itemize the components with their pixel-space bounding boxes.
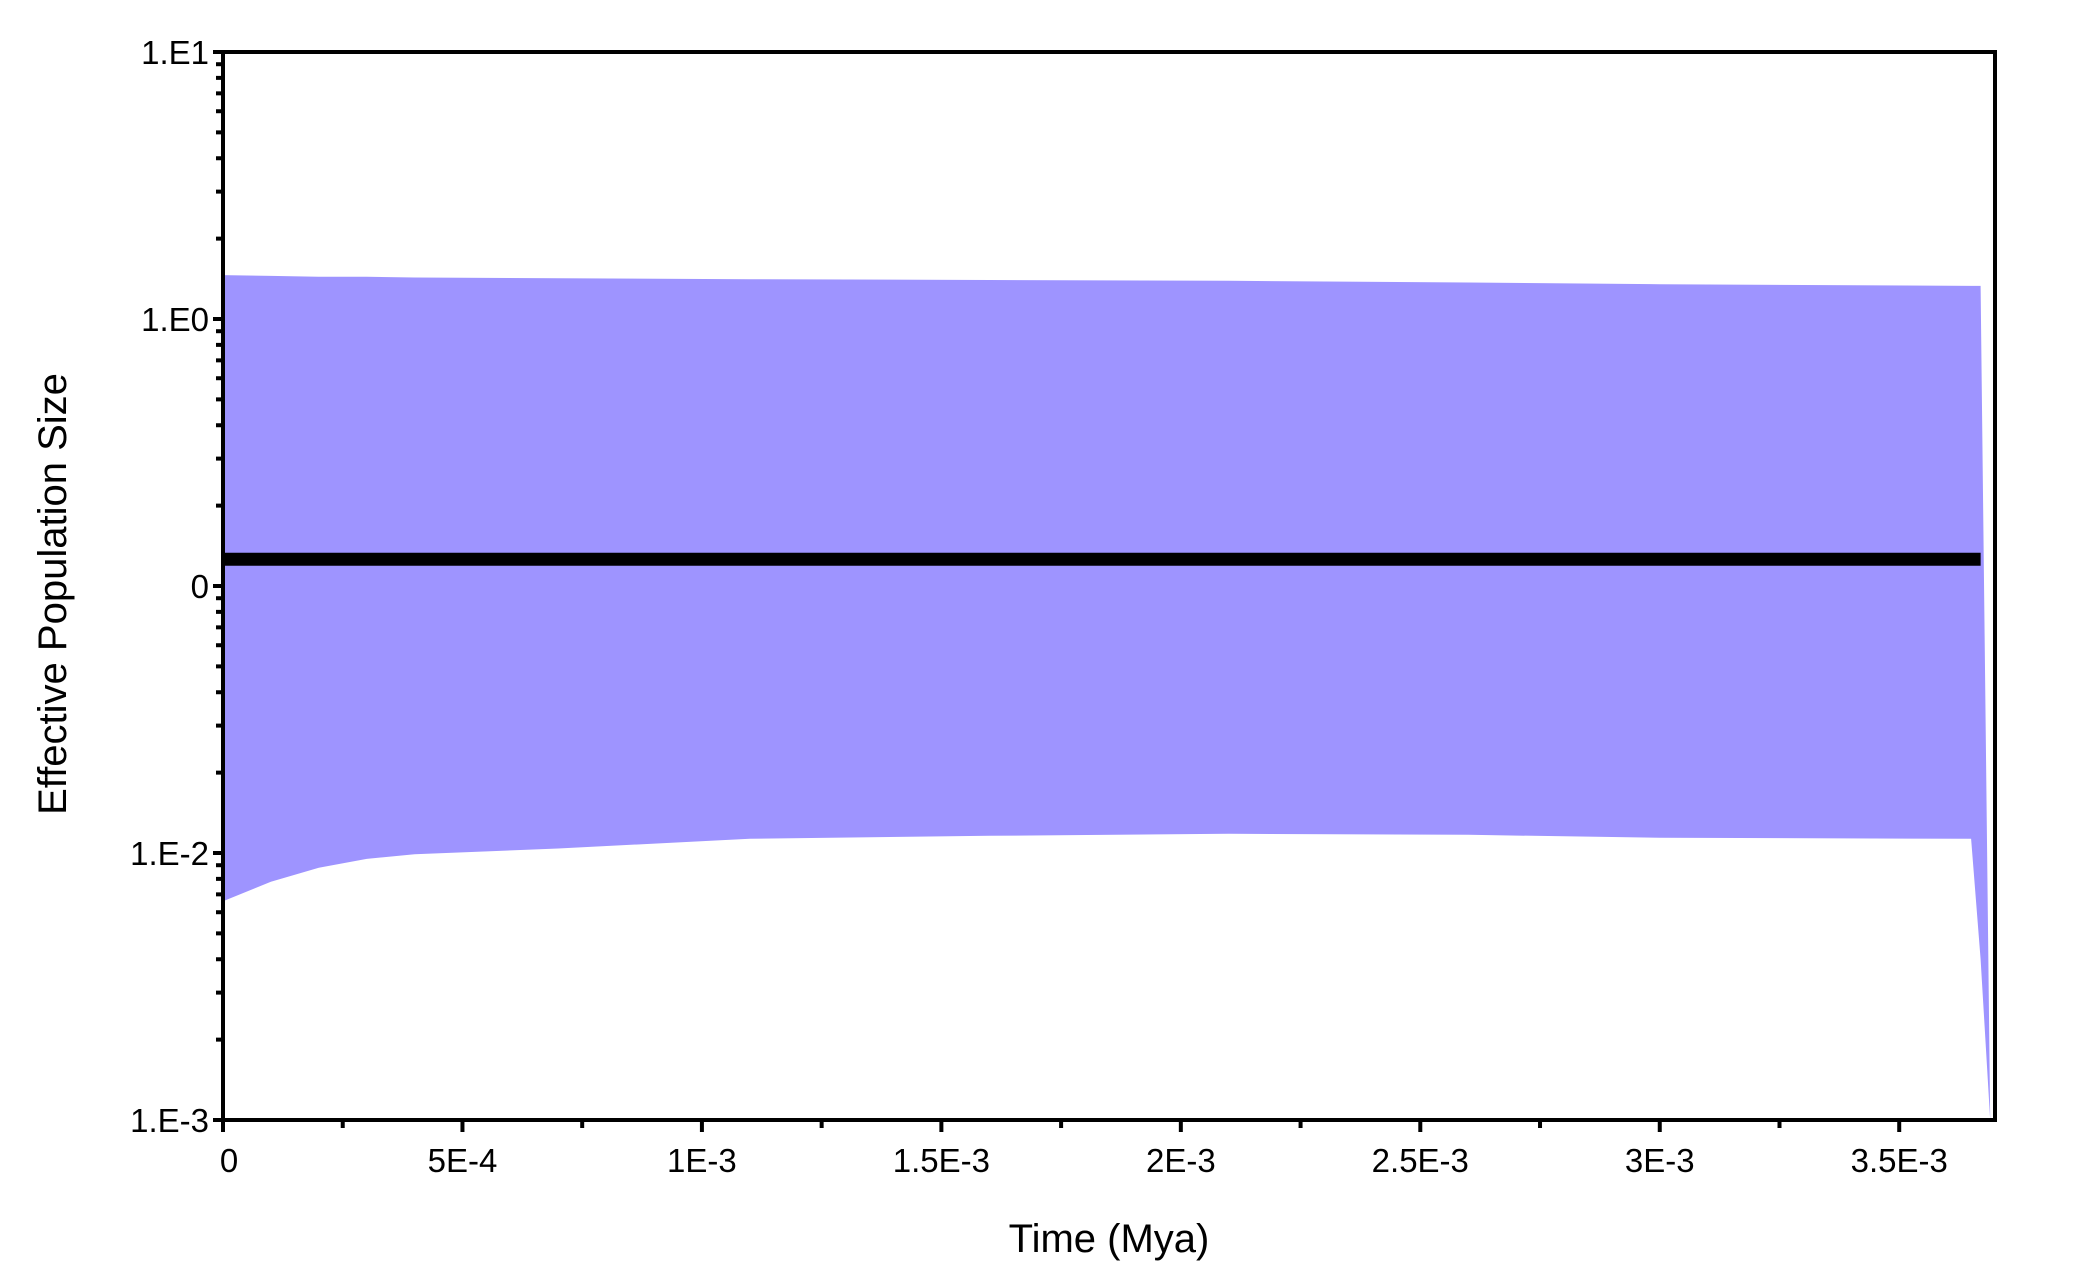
y-tick-label: 1.E-2 [130,835,209,872]
x-axis-title: Time (Mya) [1009,1217,1210,1261]
x-tick-label: 0 [220,1142,238,1179]
y-tick-label: 1.E-3 [130,1102,209,1139]
y-tick-label: 1.E0 [141,301,209,338]
y-tick-label: 1.E1 [141,34,209,71]
x-tick-label: 2.5E-3 [1372,1142,1469,1179]
y-axis-title: Effective Population Size [31,373,75,815]
x-tick-label: 3E-3 [1625,1142,1695,1179]
x-axis-ticks: 0 5E-4 1E-3 1.5E-3 2E-3 2.5E-3 3E-3 3.5E-3 [220,1120,1948,1179]
x-tick-label: 1E-3 [667,1142,737,1179]
plot-area [223,275,1991,1121]
x-tick-label: 1.5E-3 [893,1142,990,1179]
hpd-band [223,275,1991,1121]
y-axis-ticks: 1.E1 1.E0 0 1.E-2 1.E-3 [130,34,223,1139]
x-tick-label: 5E-4 [428,1142,498,1179]
y-tick-label: 0 [191,568,209,605]
x-tick-label: 2E-3 [1146,1142,1216,1179]
plot-frame [221,50,1997,1122]
x-tick-label: 3.5E-3 [1851,1142,1948,1179]
